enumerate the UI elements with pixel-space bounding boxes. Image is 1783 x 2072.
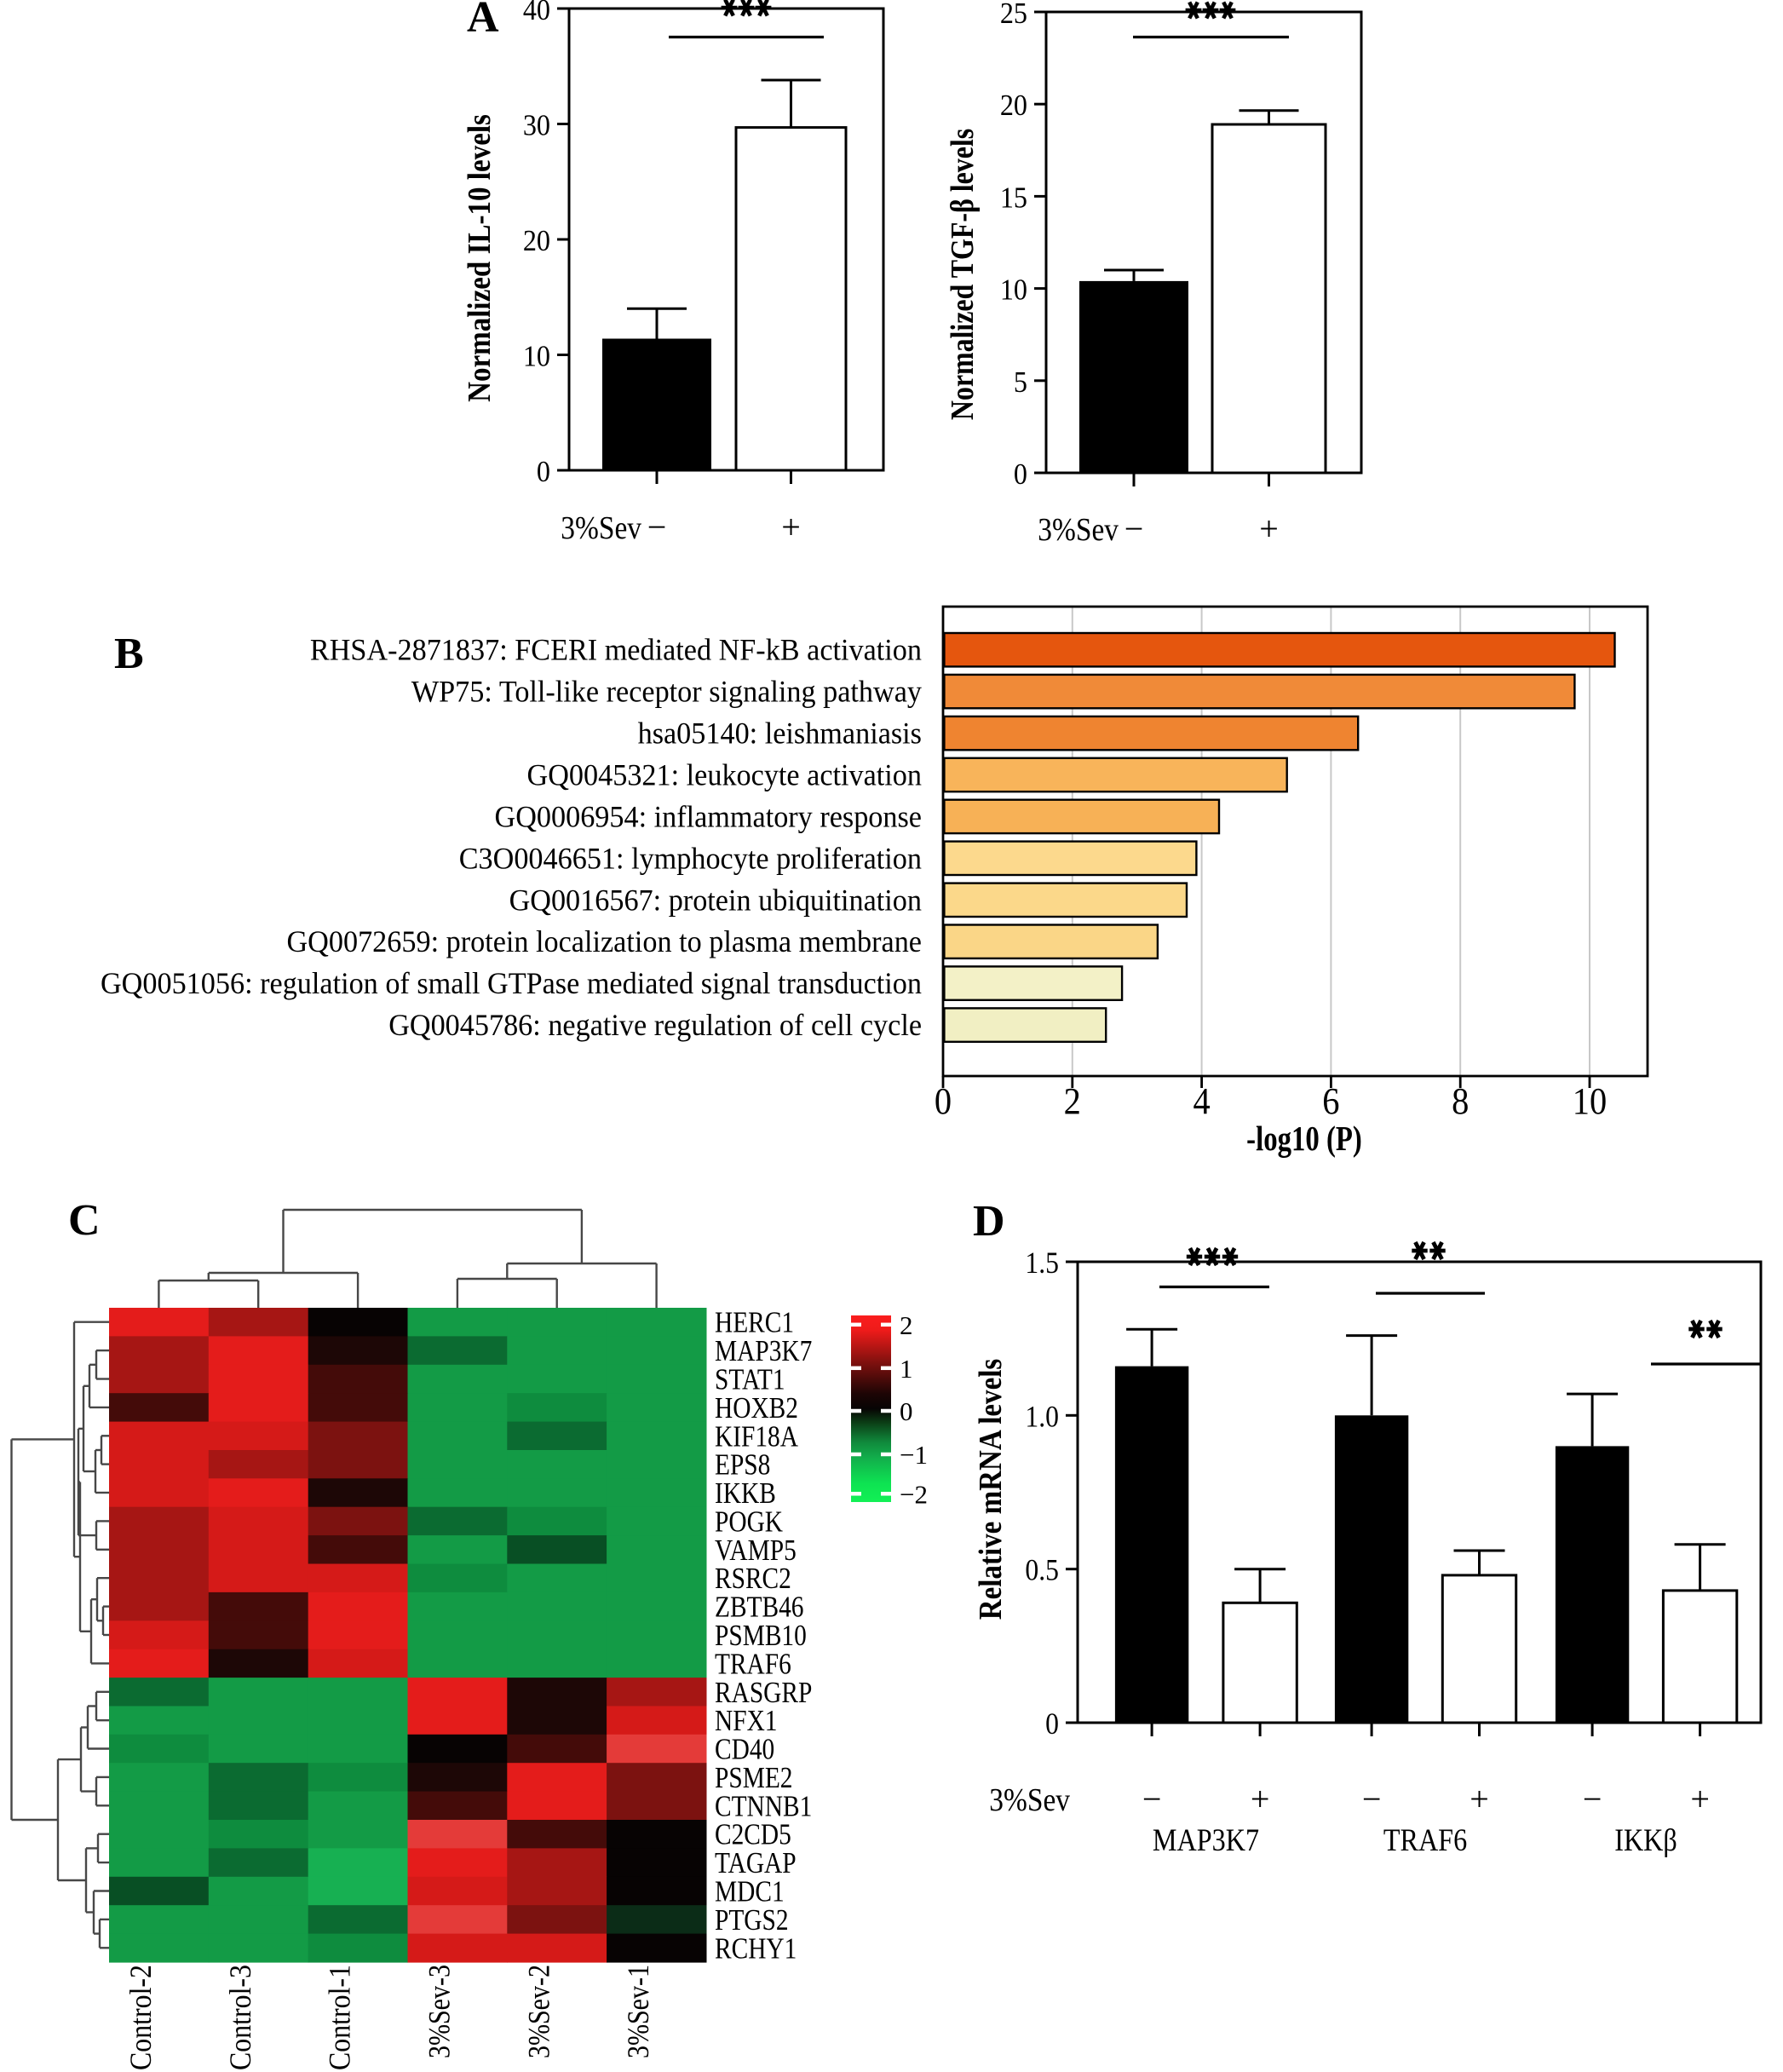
svg-text:25: 25 bbox=[1000, 0, 1027, 30]
svg-text:0: 0 bbox=[537, 456, 550, 489]
svg-text:KIF18A: KIF18A bbox=[715, 1419, 799, 1453]
svg-text:MDC1: MDC1 bbox=[715, 1874, 785, 1908]
svg-text:Control-1: Control-1 bbox=[323, 1965, 357, 2070]
svg-text:3%Sev: 3%Sev bbox=[561, 509, 641, 545]
svg-text:+: + bbox=[1259, 509, 1279, 548]
svg-text:Relative mRNA levels: Relative mRNA levels bbox=[972, 1359, 1009, 1620]
svg-text:−: − bbox=[1583, 1780, 1602, 1818]
svg-text:RASGRP: RASGRP bbox=[715, 1675, 812, 1708]
svg-text:0.5: 0.5 bbox=[1025, 1554, 1059, 1587]
svg-text:EPS8: EPS8 bbox=[715, 1448, 770, 1481]
svg-text:HERC1: HERC1 bbox=[715, 1305, 794, 1338]
svg-text:Normalized TGF-β levels: Normalized TGF-β levels bbox=[944, 129, 980, 420]
svg-text:40: 40 bbox=[523, 0, 550, 26]
svg-text:2: 2 bbox=[900, 1310, 913, 1340]
svg-text:4: 4 bbox=[1193, 1080, 1210, 1122]
svg-text:+: + bbox=[781, 508, 801, 546]
svg-text:PSME2: PSME2 bbox=[715, 1760, 792, 1793]
svg-text:−: − bbox=[647, 508, 667, 546]
svg-text:6: 6 bbox=[1322, 1080, 1339, 1122]
svg-text:10: 10 bbox=[1573, 1080, 1607, 1122]
svg-text:20: 20 bbox=[523, 225, 550, 258]
svg-text:15: 15 bbox=[1000, 181, 1027, 215]
svg-text:A: A bbox=[467, 0, 499, 42]
svg-text:WP75: Toll-like receptor signa: WP75: Toll-like receptor signaling pathw… bbox=[411, 675, 923, 709]
svg-text:−2: −2 bbox=[900, 1479, 928, 1509]
svg-text:+: + bbox=[1470, 1780, 1489, 1818]
svg-text:20: 20 bbox=[1000, 89, 1027, 123]
svg-text:TRAF6: TRAF6 bbox=[715, 1647, 791, 1680]
svg-text:5: 5 bbox=[1014, 366, 1027, 400]
svg-text:C2CD5: C2CD5 bbox=[715, 1817, 791, 1850]
svg-text:GQ0016567: protein ubiquitinat: GQ0016567: protein ubiquitination bbox=[509, 883, 923, 918]
svg-text:CD40: CD40 bbox=[715, 1732, 774, 1765]
svg-text:3%Sev-3: 3%Sev-3 bbox=[423, 1965, 457, 2058]
svg-text:−1: −1 bbox=[900, 1440, 928, 1470]
svg-text:ZBTB46: ZBTB46 bbox=[715, 1590, 804, 1623]
svg-text:C: C bbox=[68, 1196, 101, 1245]
svg-text:Normalized IL-10 levels: Normalized IL-10 levels bbox=[461, 114, 498, 402]
svg-text:1: 1 bbox=[900, 1354, 913, 1384]
svg-text:C3O0046651: lymphocyte prolife: C3O0046651: lymphocyte proliferation bbox=[459, 842, 923, 876]
svg-text:HOXB2: HOXB2 bbox=[715, 1390, 798, 1424]
svg-text:0: 0 bbox=[1045, 1707, 1059, 1741]
svg-text:1.0: 1.0 bbox=[1025, 1401, 1059, 1434]
svg-text:30: 30 bbox=[523, 109, 550, 142]
svg-text:1.5: 1.5 bbox=[1025, 1246, 1059, 1280]
svg-text:+: + bbox=[1251, 1780, 1270, 1818]
svg-text:IKKB: IKKB bbox=[715, 1476, 776, 1510]
svg-text:3%Sev-1: 3%Sev-1 bbox=[621, 1965, 655, 2058]
svg-text:TAGAP: TAGAP bbox=[715, 1846, 797, 1879]
svg-text:hsa05140: leishmaniasis: hsa05140: leishmaniasis bbox=[638, 717, 922, 751]
svg-text:-log10 (P): -log10 (P) bbox=[1246, 1120, 1362, 1159]
svg-text:CTNNB1: CTNNB1 bbox=[715, 1789, 812, 1822]
svg-text:−: − bbox=[1142, 1780, 1162, 1818]
svg-text:IKKβ: IKKβ bbox=[1614, 1823, 1677, 1858]
svg-text:POGK: POGK bbox=[715, 1505, 783, 1538]
svg-text:RSRC2: RSRC2 bbox=[715, 1562, 791, 1595]
svg-text:3%Sev: 3%Sev bbox=[1038, 511, 1119, 547]
svg-text:3%Sev-2: 3%Sev-2 bbox=[521, 1965, 555, 2058]
svg-text:GQ0045786: negative regulation: GQ0045786: negative regulation of cell c… bbox=[388, 1008, 922, 1042]
svg-text:10: 10 bbox=[1000, 273, 1027, 307]
svg-text:0: 0 bbox=[900, 1396, 913, 1426]
svg-text:NFX1: NFX1 bbox=[715, 1704, 778, 1737]
svg-text:RHSA-2871837: FCERI mediated N: RHSA-2871837: FCERI mediated NF-kB activ… bbox=[310, 633, 923, 667]
svg-text:10: 10 bbox=[523, 340, 550, 373]
svg-text:0: 0 bbox=[1014, 458, 1027, 492]
svg-text:+: + bbox=[1690, 1780, 1710, 1818]
svg-text:GQ0051056: regulation of small: GQ0051056: regulation of small GTPase me… bbox=[101, 966, 922, 1000]
svg-text:8: 8 bbox=[1452, 1080, 1469, 1122]
svg-text:RCHY1: RCHY1 bbox=[715, 1931, 797, 1965]
svg-text:VAMP5: VAMP5 bbox=[715, 1533, 797, 1566]
svg-text:3%Sev: 3%Sev bbox=[989, 1781, 1070, 1817]
svg-text:D: D bbox=[973, 1197, 1005, 1246]
svg-text:GQ0045321: leukocyte activatio: GQ0045321: leukocyte activation bbox=[527, 758, 923, 792]
svg-text:PTGS2: PTGS2 bbox=[715, 1902, 789, 1936]
svg-text:B: B bbox=[114, 630, 144, 678]
svg-text:0: 0 bbox=[935, 1080, 952, 1122]
svg-text:GQ0006954: inflammatory respon: GQ0006954: inflammatory response bbox=[495, 800, 922, 834]
svg-text:Control-2: Control-2 bbox=[124, 1965, 158, 2070]
svg-text:2: 2 bbox=[1064, 1080, 1081, 1122]
svg-text:TRAF6: TRAF6 bbox=[1383, 1823, 1467, 1858]
svg-text:−: − bbox=[1124, 509, 1144, 548]
svg-text:MAP3K7: MAP3K7 bbox=[1153, 1823, 1259, 1858]
svg-text:Control-3: Control-3 bbox=[223, 1965, 257, 2070]
svg-text:−: − bbox=[1362, 1780, 1382, 1818]
svg-text:PSMB10: PSMB10 bbox=[715, 1619, 807, 1652]
svg-text:GQ0072659: protein localizatio: GQ0072659: protein localization to plasm… bbox=[286, 924, 922, 958]
svg-text:STAT1: STAT1 bbox=[715, 1362, 785, 1396]
svg-text:MAP3K7: MAP3K7 bbox=[715, 1334, 812, 1367]
